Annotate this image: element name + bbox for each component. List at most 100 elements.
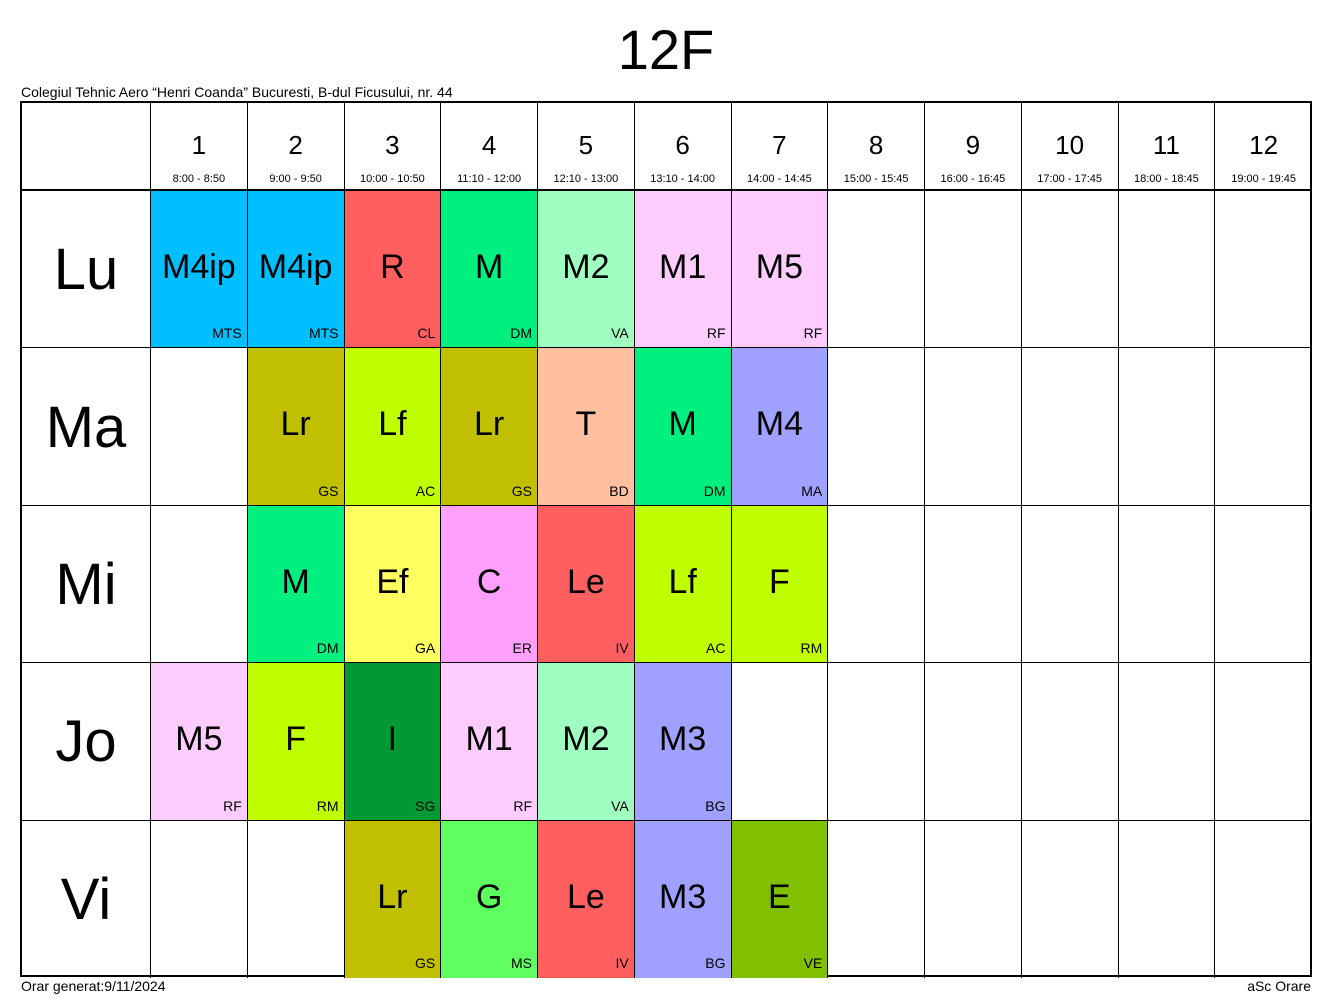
timetable-slot: M4 MA [731, 348, 829, 506]
teacher-initials: RM [316, 797, 339, 814]
period-time: 15:00 - 15:45 [843, 173, 909, 185]
lesson-card[interactable]: G MS [441, 820, 537, 978]
timetable-slot [1022, 348, 1119, 506]
lesson-card[interactable]: Le IV [538, 505, 634, 664]
lesson-card[interactable]: E VE [731, 820, 828, 978]
timetable-slot: Ef GA [344, 505, 442, 664]
timetable-slot [1119, 191, 1216, 349]
period-number: 5 [578, 130, 594, 160]
teacher-initials: DM [510, 325, 532, 342]
teacher-initials: IV [615, 640, 629, 657]
lesson-card[interactable]: C ER [441, 505, 537, 664]
period-header: 10 17:00 - 17:45 [1022, 103, 1119, 190]
period-header: 12 19:00 - 19:45 [1215, 103, 1312, 190]
lesson-card[interactable]: Ef GA [344, 505, 441, 664]
teacher-initials: GS [318, 482, 339, 499]
lesson-card[interactable]: M2 VA [538, 191, 634, 349]
teacher-initials: VE [803, 954, 823, 971]
timetable-slot: Lr GS [247, 348, 345, 506]
timetable-slot: F RM [731, 505, 829, 664]
period-number: 3 [385, 130, 400, 160]
day-row: Mi M DM Ef GA C ER Le IV Lf AC F RM [22, 505, 1312, 664]
lesson-card[interactable]: M5 RF [731, 191, 828, 349]
subject-label: Le [566, 877, 605, 916]
lesson-card[interactable]: M3 BG [634, 820, 731, 978]
timetable-slot: M5 RF [151, 663, 248, 821]
lesson-card[interactable]: M DM [441, 191, 537, 349]
teacher-initials: VA [611, 797, 629, 814]
timetable-slot: G MS [441, 820, 538, 978]
subject-label: M4ip [162, 248, 236, 286]
timetable-slot: T BD [538, 348, 635, 506]
period-time: 13:10 - 14:00 [650, 173, 716, 185]
period-number: 10 [1055, 130, 1085, 160]
timetable-slot [1119, 505, 1216, 664]
timetable-slot: C ER [441, 505, 538, 664]
row-divider [22, 504, 1310, 506]
period-time: 14:00 - 14:45 [746, 173, 812, 185]
lesson-card[interactable]: Lr GS [247, 348, 344, 506]
lesson-card[interactable]: Lf AC [634, 505, 731, 664]
timetable-slot [828, 191, 925, 349]
subject-label: R [380, 248, 405, 286]
lesson-card[interactable]: M3 BG [634, 663, 731, 821]
subject-label: F [285, 720, 307, 759]
timetable-slot: M4ip MTS [247, 191, 345, 349]
lesson-card[interactable]: Lr GS [441, 348, 537, 506]
period-time: 10:00 - 10:50 [359, 173, 425, 185]
lesson-card[interactable]: Lr GS [344, 820, 441, 978]
subject-label: I [387, 720, 398, 759]
subject-label: M2 [562, 720, 610, 759]
timetable-slot: F RM [247, 663, 345, 821]
period-header: 9 16:00 - 16:45 [925, 103, 1022, 190]
timetable-slot [925, 505, 1022, 664]
timetable-slot [828, 663, 925, 821]
timetable-slot [1215, 506, 1312, 663]
day-row: Vi Lr GS G MS Le IV M3 BG E VE [22, 820, 1312, 978]
lesson-card[interactable]: Le IV [538, 820, 634, 978]
teacher-initials: RF [706, 325, 726, 342]
lesson-card[interactable]: F RM [247, 663, 344, 821]
period-time: 19:00 - 19:45 [1231, 173, 1297, 185]
lesson-card[interactable]: M1 RF [441, 663, 537, 821]
teacher-initials: MTS [308, 325, 339, 342]
lesson-card[interactable]: M4ip MTS [151, 191, 247, 349]
lesson-card[interactable]: I SG [344, 663, 441, 821]
lesson-card[interactable]: M DM [634, 348, 731, 506]
teacher-initials: MTS [212, 325, 242, 342]
lesson-card[interactable]: M4 MA [731, 348, 828, 506]
timetable-slot [925, 820, 1022, 978]
timetable-slot [925, 191, 1022, 349]
teacher-initials: MA [801, 482, 823, 499]
timetable-slot [1215, 821, 1312, 978]
day-row: Ma Lr GS Lf AC Lr GS T BD M DM M4 MA [22, 348, 1310, 506]
timetable-slot: Lr GS [441, 348, 538, 506]
lesson-card[interactable]: F RM [731, 505, 828, 664]
lesson-card[interactable]: R CL [344, 191, 441, 349]
lesson-card[interactable]: M5 RF [151, 663, 247, 821]
lesson-card[interactable]: M1 RF [634, 191, 731, 349]
period-header: 2 9:00 - 9:50 [248, 103, 345, 190]
subject-label: Le [566, 562, 605, 601]
timetable-slot [151, 505, 248, 664]
lesson-card[interactable]: M2 VA [538, 663, 634, 821]
subject-label: Lr [280, 405, 311, 444]
period-time: 18:00 - 18:45 [1133, 173, 1199, 185]
timetable-slot: Le IV [538, 505, 635, 664]
day-name: Lu [22, 191, 151, 349]
teacher-initials: ER [512, 640, 532, 657]
subject-label: Lr [377, 877, 408, 916]
lesson-card[interactable]: M DM [247, 505, 344, 664]
timetable-slot: M3 BG [634, 663, 732, 821]
subject-label: M5 [175, 720, 223, 759]
subject-label: M4ip [258, 248, 333, 286]
timetable-slot [1022, 191, 1119, 349]
timetable-slot [1022, 663, 1119, 821]
lesson-card[interactable]: Lf AC [344, 348, 441, 506]
lesson-card[interactable]: M4ip MTS [247, 191, 344, 349]
teacher-initials: RF [513, 797, 532, 814]
period-header: 6 13:10 - 14:00 [635, 103, 732, 190]
period-time: 11:10 - 12:00 [457, 173, 522, 185]
timetable-slot [1215, 663, 1312, 820]
lesson-card[interactable]: T BD [538, 348, 634, 506]
